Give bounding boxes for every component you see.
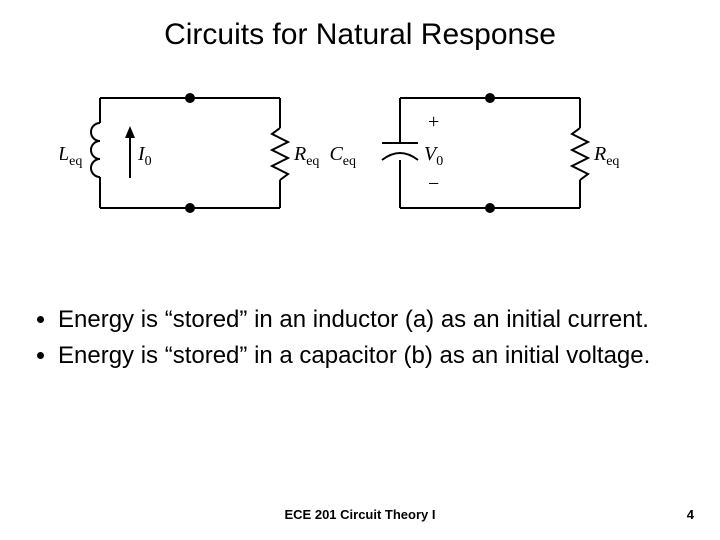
plus-sign: + <box>428 111 439 133</box>
circuit-diagrams: Leq I0 Req Ceq + V0 − Req <box>60 78 660 243</box>
svg-text:Leq: Leq <box>60 143 82 169</box>
v0-sub: 0 <box>436 154 443 169</box>
bullet-list: Energy is “stored” in an inductor (a) as… <box>32 305 692 377</box>
bullet-item: Energy is “stored” in an inductor (a) as… <box>58 305 692 335</box>
reqa-sub: eq <box>306 154 319 169</box>
reqb-sub: eq <box>606 154 619 169</box>
svg-text:Req: Req <box>293 143 319 169</box>
ceq-label: C <box>329 143 343 165</box>
svg-text:V0: V0 <box>424 143 443 169</box>
i0-sub: 0 <box>145 154 152 169</box>
reqa-label: R <box>293 143 306 165</box>
leq-sub: eq <box>69 154 82 169</box>
svg-text:Req: Req <box>593 143 619 169</box>
page-title: Circuits for Natural Response <box>0 18 720 52</box>
ceq-sub: eq <box>343 154 356 169</box>
leq-label: L <box>60 143 69 165</box>
reqb-label: R <box>593 143 606 165</box>
footer-text: ECE 201 Circuit Theory I <box>0 507 720 522</box>
minus-sign: − <box>428 173 439 195</box>
bullet-item: Energy is “stored” in a capacitor (b) as… <box>58 341 692 371</box>
svg-text:I0: I0 <box>137 143 152 169</box>
svg-text:Ceq: Ceq <box>329 143 356 169</box>
page-number: 4 <box>687 507 694 522</box>
